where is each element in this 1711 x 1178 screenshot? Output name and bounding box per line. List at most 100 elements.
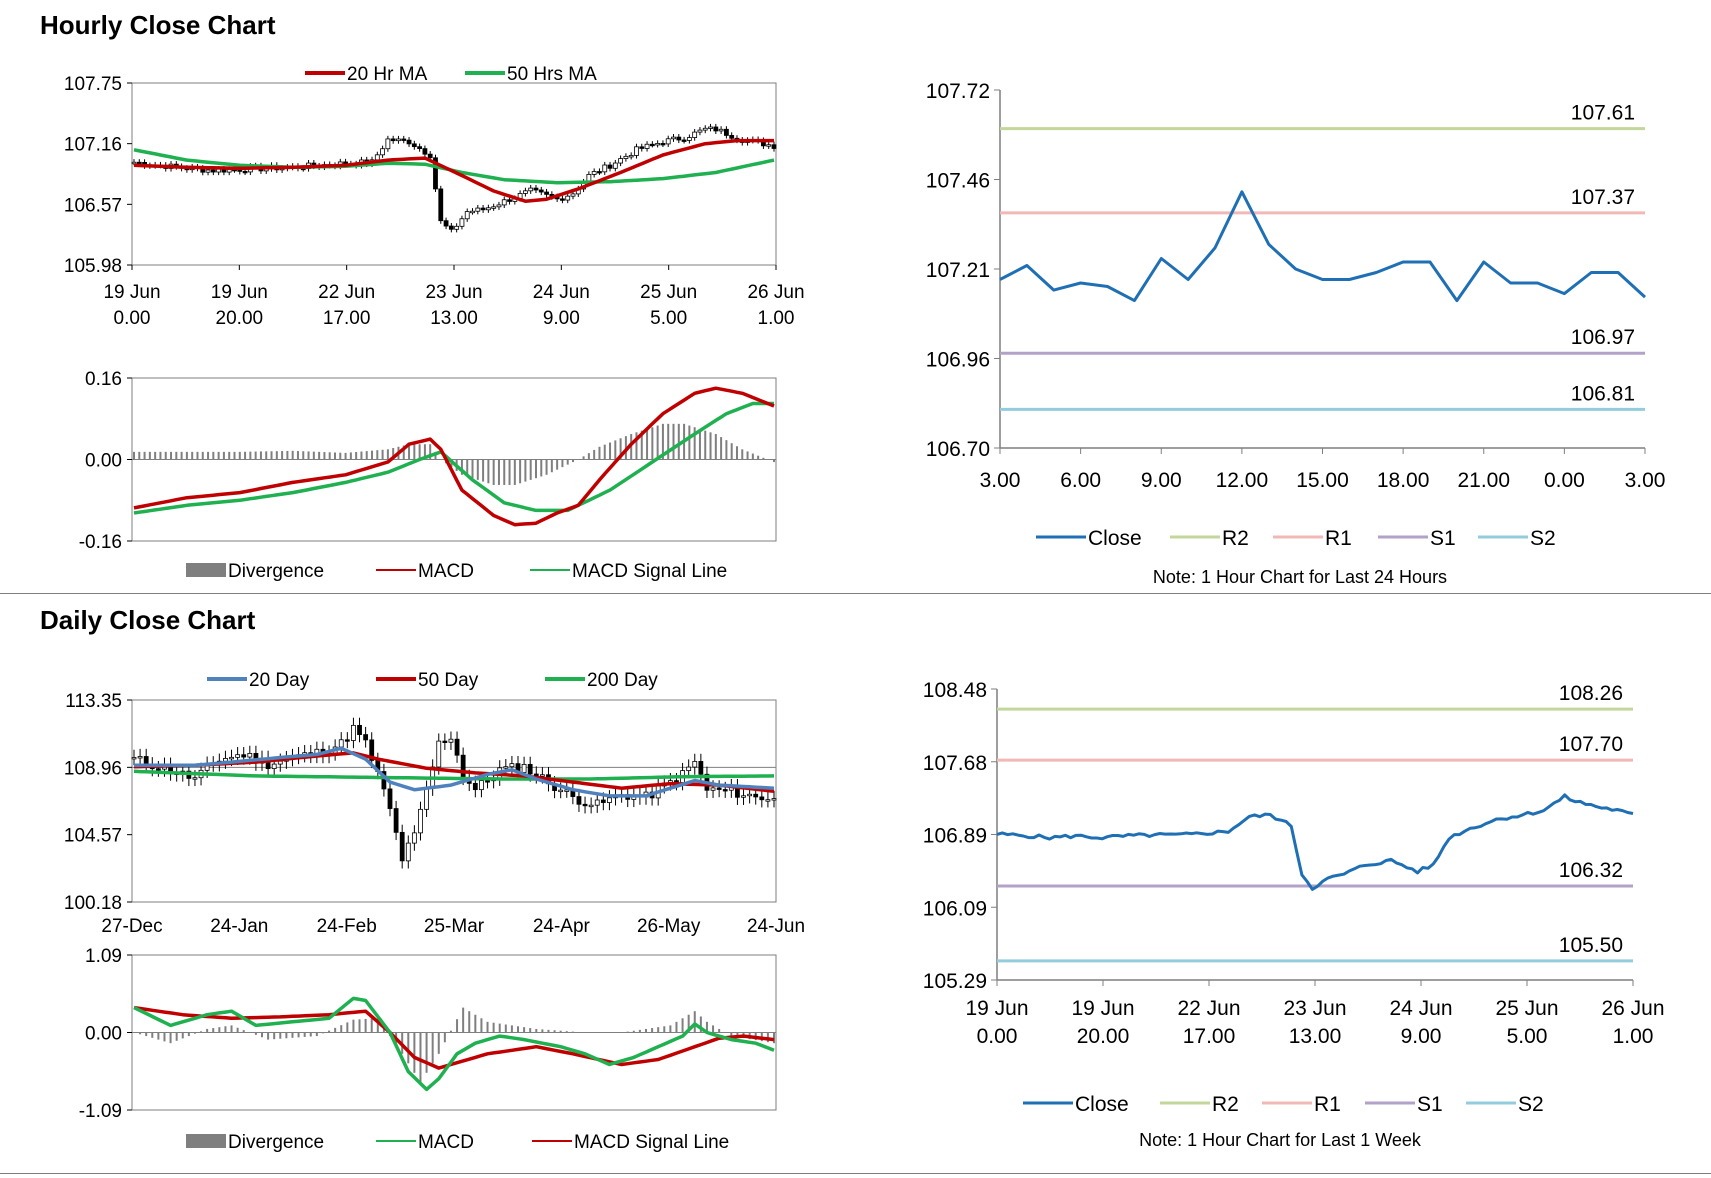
divergence-bar	[651, 1028, 654, 1033]
divergence-bar	[619, 438, 622, 460]
divergence-bar	[456, 1019, 459, 1033]
candle-body	[692, 761, 698, 768]
x-tick-label: 0.00	[977, 1025, 1018, 1048]
divergence-bar	[663, 1026, 666, 1033]
divergence-bar	[693, 427, 696, 460]
divergence-bar	[212, 451, 215, 460]
y-tick-label: 106.09	[923, 897, 987, 920]
candle-body	[480, 207, 486, 211]
level-label-s2: 105.50	[1559, 934, 1623, 957]
candle-body	[618, 158, 624, 164]
divergence-bar	[224, 1026, 227, 1033]
divergence-bar	[582, 456, 585, 460]
candle-body	[771, 144, 777, 149]
divergence-bar	[360, 451, 363, 460]
candle-body	[741, 795, 746, 798]
divergence-bar	[133, 451, 135, 460]
y-tick-label: 113.35	[65, 691, 122, 712]
divergence-bar	[640, 430, 643, 460]
divergence-bar	[632, 1030, 635, 1033]
divergence-bar	[181, 1032, 184, 1039]
candle-body	[344, 739, 350, 742]
divergence-bar	[757, 455, 760, 460]
divergence-bar	[302, 451, 305, 460]
divergence-bar	[524, 459, 527, 482]
legend-macd-label: MACD	[418, 1132, 474, 1153]
divergence-bar	[487, 459, 490, 484]
candle-body	[496, 204, 502, 208]
divergence-bar	[297, 1032, 300, 1038]
divergence-bar	[312, 451, 315, 460]
legend-divergence-swatch	[186, 1134, 226, 1148]
divergence-bar	[196, 451, 199, 460]
x-tick-label: 19 Jun	[1071, 997, 1134, 1020]
divergence-bar	[672, 423, 675, 460]
divergence-bar	[307, 451, 310, 460]
divergence-bar	[346, 1022, 349, 1033]
divergence-bar	[423, 444, 426, 460]
candle-body	[639, 146, 645, 149]
section-divider	[0, 593, 1711, 594]
divergence-bar	[751, 453, 754, 460]
divergence-bar	[497, 459, 500, 485]
candle-body	[702, 127, 708, 131]
divergence-bar	[402, 445, 405, 460]
divergence-bar	[519, 459, 522, 484]
divergence-bar	[254, 451, 257, 460]
y-tick-label: 107.75	[64, 74, 122, 95]
x-tick-label: 13.00	[1289, 1025, 1342, 1048]
y-tick-label: 107.21	[926, 259, 990, 282]
y-tick-label: 100.18	[64, 893, 122, 914]
y-tick-label: 107.46	[926, 170, 990, 193]
candle-body	[369, 739, 375, 761]
candle-body	[686, 137, 692, 141]
legend-r2-label: R2	[1212, 1093, 1239, 1116]
x-tick-label: 23 Jun	[425, 282, 482, 303]
candle-body	[718, 128, 724, 132]
divergence-bar	[164, 451, 167, 460]
divergence-bar	[386, 449, 389, 460]
divergence-bar	[273, 1032, 276, 1040]
divergence-bar	[550, 459, 553, 473]
candle-body	[538, 189, 544, 193]
legend-r1-label: R1	[1325, 527, 1352, 550]
legend-s2-label: S2	[1530, 527, 1556, 550]
divergence-bar	[169, 1032, 172, 1044]
candle-body	[210, 169, 216, 173]
divergence-bar	[704, 430, 707, 460]
divergence-bar	[291, 1032, 294, 1038]
x-tick-label: 17.00	[323, 308, 371, 329]
divergence-bar	[358, 1019, 361, 1033]
divergence-bar	[281, 451, 284, 460]
divergence-bar	[279, 1032, 282, 1039]
hourly-section-title: Hourly Close Chart	[40, 10, 276, 40]
y-tick-label: 107.16	[64, 135, 122, 156]
ma200-line	[133, 769, 775, 781]
divergence-bar	[236, 1027, 239, 1033]
divergence-bar	[328, 452, 331, 460]
divergence-bar	[408, 444, 411, 460]
legend-macd-signal-label: MACD Signal Line	[574, 1132, 729, 1153]
divergence-bar	[529, 459, 532, 480]
candle-body	[137, 756, 143, 759]
candle-body	[676, 136, 682, 141]
divergence-bar	[382, 1027, 385, 1033]
legend-s1-label: S1	[1430, 527, 1456, 550]
divergence-bar	[656, 425, 659, 460]
legend-r2-label: R2	[1222, 527, 1249, 550]
candle-body	[401, 138, 407, 141]
candle-body	[507, 199, 512, 202]
divergence-bar	[275, 451, 278, 460]
divergence-bar	[565, 1031, 568, 1033]
divergence-bar	[254, 1032, 257, 1035]
y-tick-label: 106.57	[64, 195, 122, 216]
divergence-bar	[365, 451, 368, 460]
divergence-bar	[206, 1028, 209, 1033]
x-tick-label: 1.00	[1613, 1025, 1654, 1048]
divergence-bar	[333, 452, 336, 460]
divergence-bar	[381, 449, 384, 460]
divergence-bar	[508, 459, 511, 485]
divergence-bar	[476, 459, 479, 480]
candle-body	[607, 797, 612, 803]
